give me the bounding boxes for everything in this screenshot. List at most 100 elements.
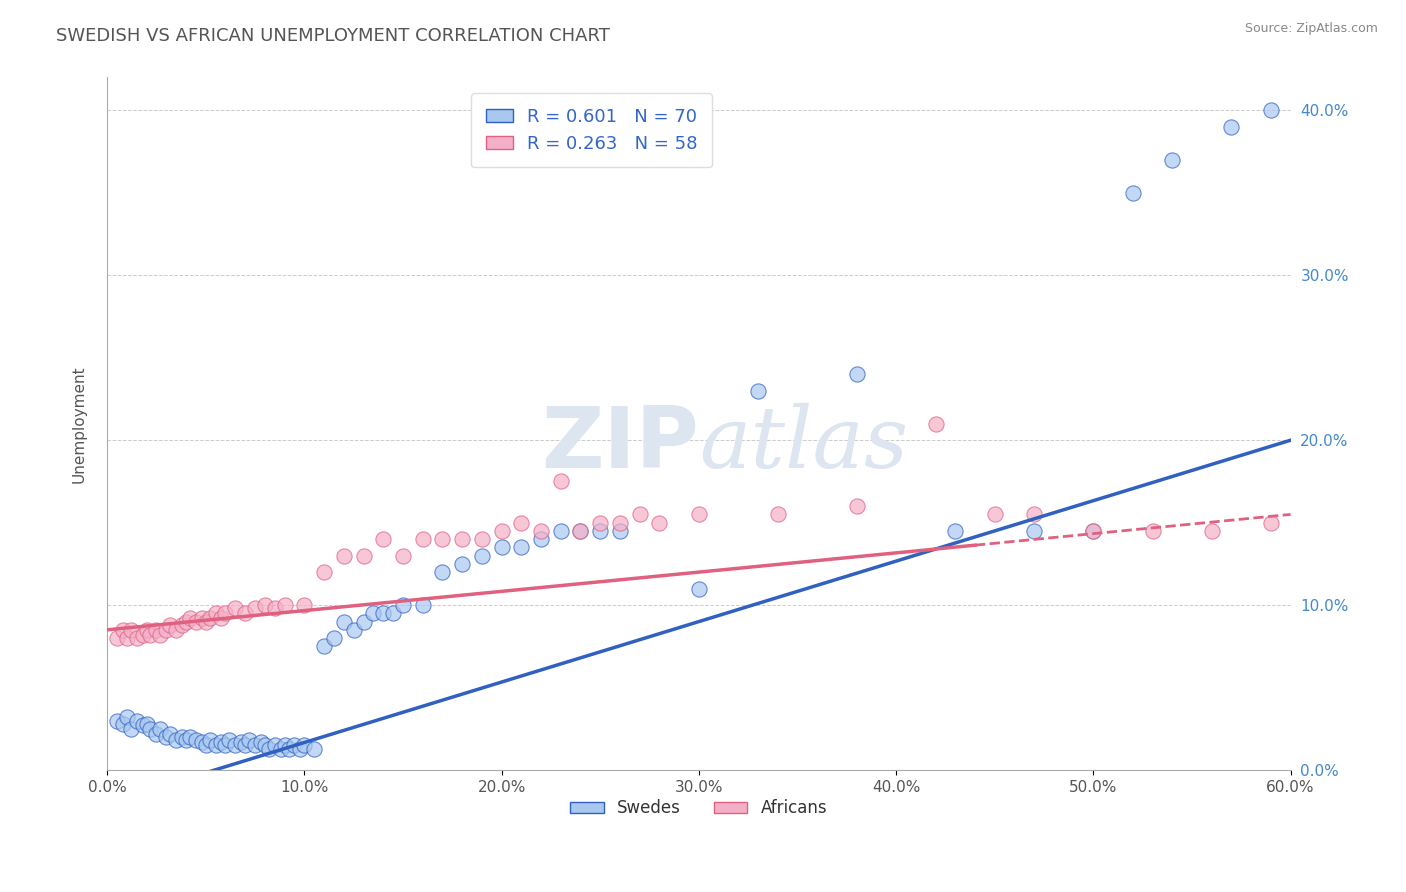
Point <box>1122 186 1144 200</box>
Point <box>273 598 295 612</box>
Point <box>688 508 710 522</box>
Point <box>333 549 356 563</box>
Legend: Swedes, Africans: Swedes, Africans <box>564 793 834 824</box>
Point <box>250 735 273 749</box>
Point <box>609 524 631 538</box>
Point <box>105 714 128 728</box>
Point <box>131 718 153 732</box>
Point <box>218 733 240 747</box>
Point <box>190 611 212 625</box>
Point <box>491 541 513 555</box>
Text: Source: ZipAtlas.com: Source: ZipAtlas.com <box>1244 22 1378 36</box>
Point <box>139 722 162 736</box>
Point <box>211 735 233 749</box>
Point <box>159 727 181 741</box>
Point <box>194 615 217 629</box>
Point <box>159 618 181 632</box>
Point <box>373 607 395 621</box>
Point <box>510 541 533 555</box>
Point <box>845 499 868 513</box>
Point <box>510 516 533 530</box>
Point <box>149 722 172 736</box>
Point <box>115 710 138 724</box>
Point <box>292 738 315 752</box>
Point <box>174 615 197 629</box>
Point <box>135 623 157 637</box>
Point <box>263 601 285 615</box>
Point <box>105 631 128 645</box>
Point <box>747 384 769 398</box>
Point <box>1083 524 1105 538</box>
Point <box>233 607 256 621</box>
Point <box>204 738 226 752</box>
Point <box>648 516 671 530</box>
Point <box>1161 153 1184 167</box>
Point <box>924 417 946 431</box>
Text: atlas: atlas <box>699 403 908 486</box>
Point <box>432 565 454 579</box>
Point <box>1083 524 1105 538</box>
Point <box>530 524 553 538</box>
Point <box>1260 103 1282 118</box>
Point <box>233 738 256 752</box>
Point <box>343 623 366 637</box>
Point <box>373 532 395 546</box>
Point <box>149 628 172 642</box>
Point <box>292 598 315 612</box>
Point <box>451 532 474 546</box>
Point <box>111 716 134 731</box>
Point <box>451 557 474 571</box>
Point <box>628 508 651 522</box>
Point <box>125 631 148 645</box>
Y-axis label: Unemployment: Unemployment <box>72 365 86 483</box>
Point <box>139 628 162 642</box>
Point <box>145 727 167 741</box>
Point <box>155 623 177 637</box>
Point <box>231 735 253 749</box>
Point <box>688 582 710 596</box>
Point <box>589 524 612 538</box>
Point <box>204 607 226 621</box>
Point <box>1220 120 1243 134</box>
Point <box>363 607 385 621</box>
Point <box>412 532 434 546</box>
Point <box>277 741 299 756</box>
Point <box>290 741 312 756</box>
Point <box>190 735 212 749</box>
Point <box>382 607 405 621</box>
Point <box>253 738 276 752</box>
Point <box>569 524 592 538</box>
Point <box>392 549 415 563</box>
Point <box>766 508 789 522</box>
Point <box>845 368 868 382</box>
Point <box>238 733 260 747</box>
Point <box>471 549 494 563</box>
Point <box>943 524 966 538</box>
Point <box>589 516 612 530</box>
Point <box>179 730 201 744</box>
Point <box>155 730 177 744</box>
Point <box>184 733 207 747</box>
Point <box>198 733 221 747</box>
Point <box>165 733 187 747</box>
Point <box>120 623 142 637</box>
Point <box>550 475 572 489</box>
Point <box>333 615 356 629</box>
Point <box>179 611 201 625</box>
Point <box>214 607 236 621</box>
Text: ZIP: ZIP <box>541 403 699 486</box>
Point <box>1142 524 1164 538</box>
Point <box>1024 524 1046 538</box>
Point <box>312 640 335 654</box>
Point <box>165 623 187 637</box>
Point <box>170 618 193 632</box>
Point <box>312 565 335 579</box>
Point <box>224 601 246 615</box>
Point <box>392 598 415 612</box>
Point <box>214 738 236 752</box>
Point <box>569 524 592 538</box>
Point <box>353 549 375 563</box>
Point <box>530 532 553 546</box>
Text: SWEDISH VS AFRICAN UNEMPLOYMENT CORRELATION CHART: SWEDISH VS AFRICAN UNEMPLOYMENT CORRELAT… <box>56 27 610 45</box>
Point <box>135 716 157 731</box>
